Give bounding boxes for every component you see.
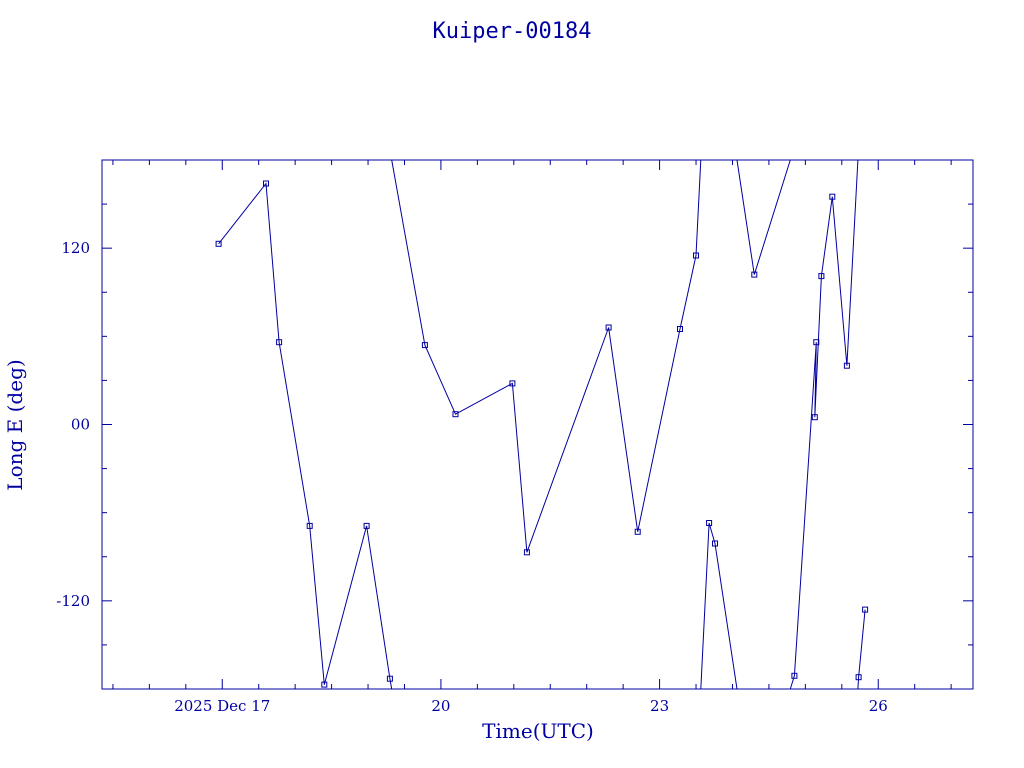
data-point [509,380,516,387]
data-point [452,411,459,418]
data-point [811,414,818,421]
data-point [321,681,328,688]
data-point [862,606,869,613]
series-line-segment [391,159,702,553]
data-point [276,339,283,346]
series-line-segment [218,182,393,690]
axis-ticks [102,160,973,689]
tick-labels: 2025 Dec 17 20 23 26 120 00 -120 [56,239,887,715]
y-tick-label: 120 [61,239,90,257]
x-tick-label: 2025 Dec 17 [174,697,270,715]
series-line-segment [857,609,866,690]
data-point [421,342,428,349]
data-point [829,193,836,200]
y-tick-label: 00 [71,416,90,434]
data-point [813,339,820,346]
data-point [712,540,718,547]
series-line-segment [789,159,859,690]
x-axis-label: Time(UTC) [482,719,594,743]
series-line-segment [736,159,791,275]
data-point [634,528,641,535]
series-line-segment [700,522,738,690]
data-point [215,240,222,247]
data-point [605,324,612,331]
x-tick-label: 23 [650,697,669,715]
data-point [751,271,758,278]
data-point [818,273,825,280]
data-point [523,549,530,556]
data-point [386,675,393,682]
data-point [693,252,699,259]
data-points [215,180,869,688]
x-tick-label: 26 [869,697,888,715]
data-point [263,180,269,187]
data-point [306,522,313,529]
data-point [791,672,798,679]
plot-frame [101,159,974,690]
series-lines [218,159,866,690]
data-point [706,520,713,526]
data-point [677,326,683,332]
y-tick-label: -120 [56,592,90,610]
chart-title: Kuiper-00184 [433,19,592,44]
data-point [843,362,850,369]
data-point [855,674,862,681]
data-point [363,522,370,529]
y-axis-label: Long E (deg) [3,359,27,490]
x-tick-label: 20 [431,697,450,715]
